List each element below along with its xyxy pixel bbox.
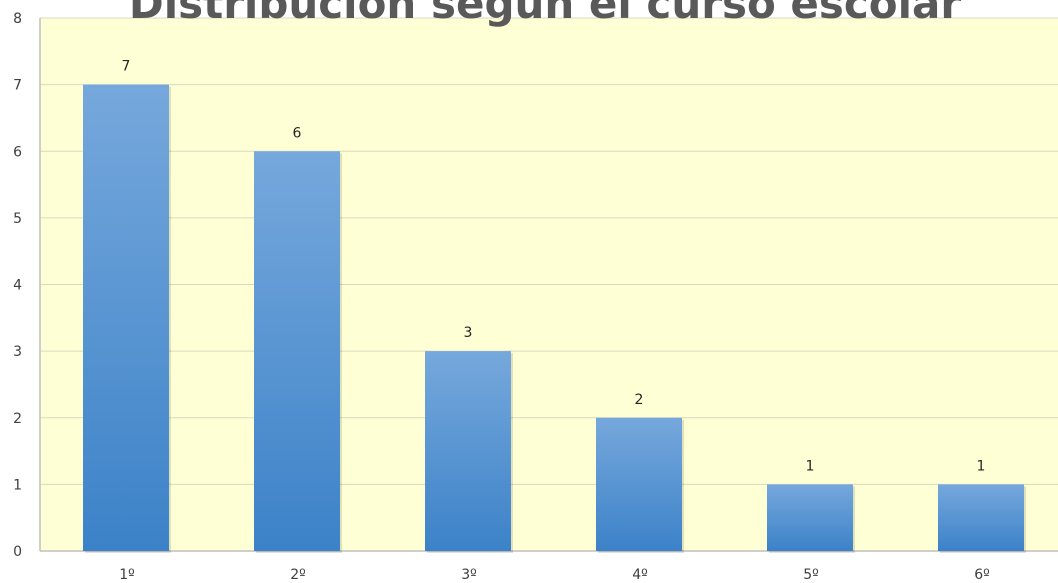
x-tick-label: 2º — [290, 567, 306, 583]
bar — [596, 417, 682, 551]
bars — [83, 84, 1026, 553]
labels: 0 1 2 3 4 5 6 7 8 7 1º 6 2º 3 3º 2 4º 1 5º 1 6º — [13, 11, 990, 583]
y-tick-label: 3 — [13, 344, 22, 360]
chart-title: Distribución según el curso escolar — [129, 0, 962, 28]
data-label: 2 — [635, 392, 644, 408]
x-tick-label: 5º — [803, 567, 819, 583]
y-tick-label: 1 — [13, 477, 22, 493]
data-label: 6 — [293, 125, 302, 141]
y-tick-label: 8 — [13, 11, 22, 27]
axes — [39, 18, 1058, 552]
data-label: 1 — [806, 458, 815, 474]
y-tick-label: 0 — [13, 544, 22, 560]
data-label: 3 — [464, 325, 473, 341]
x-tick-label: 1º — [119, 567, 135, 583]
bar — [83, 84, 169, 551]
x-tick-label: 3º — [461, 567, 477, 583]
data-label: 7 — [122, 59, 131, 75]
bar — [767, 484, 853, 551]
y-tick-label: 6 — [13, 144, 22, 160]
bar — [254, 151, 340, 551]
x-tick-label: 4º — [632, 567, 648, 583]
y-tick-label: 5 — [13, 211, 22, 227]
bar — [938, 484, 1024, 551]
gridlines — [40, 17, 1058, 485]
y-tick-label: 2 — [13, 411, 22, 427]
x-tick-label: 6º — [974, 567, 990, 583]
bar — [425, 351, 511, 551]
y-tick-label: 4 — [13, 278, 22, 294]
y-tick-label: 7 — [13, 78, 22, 94]
data-label: 1 — [977, 458, 986, 474]
